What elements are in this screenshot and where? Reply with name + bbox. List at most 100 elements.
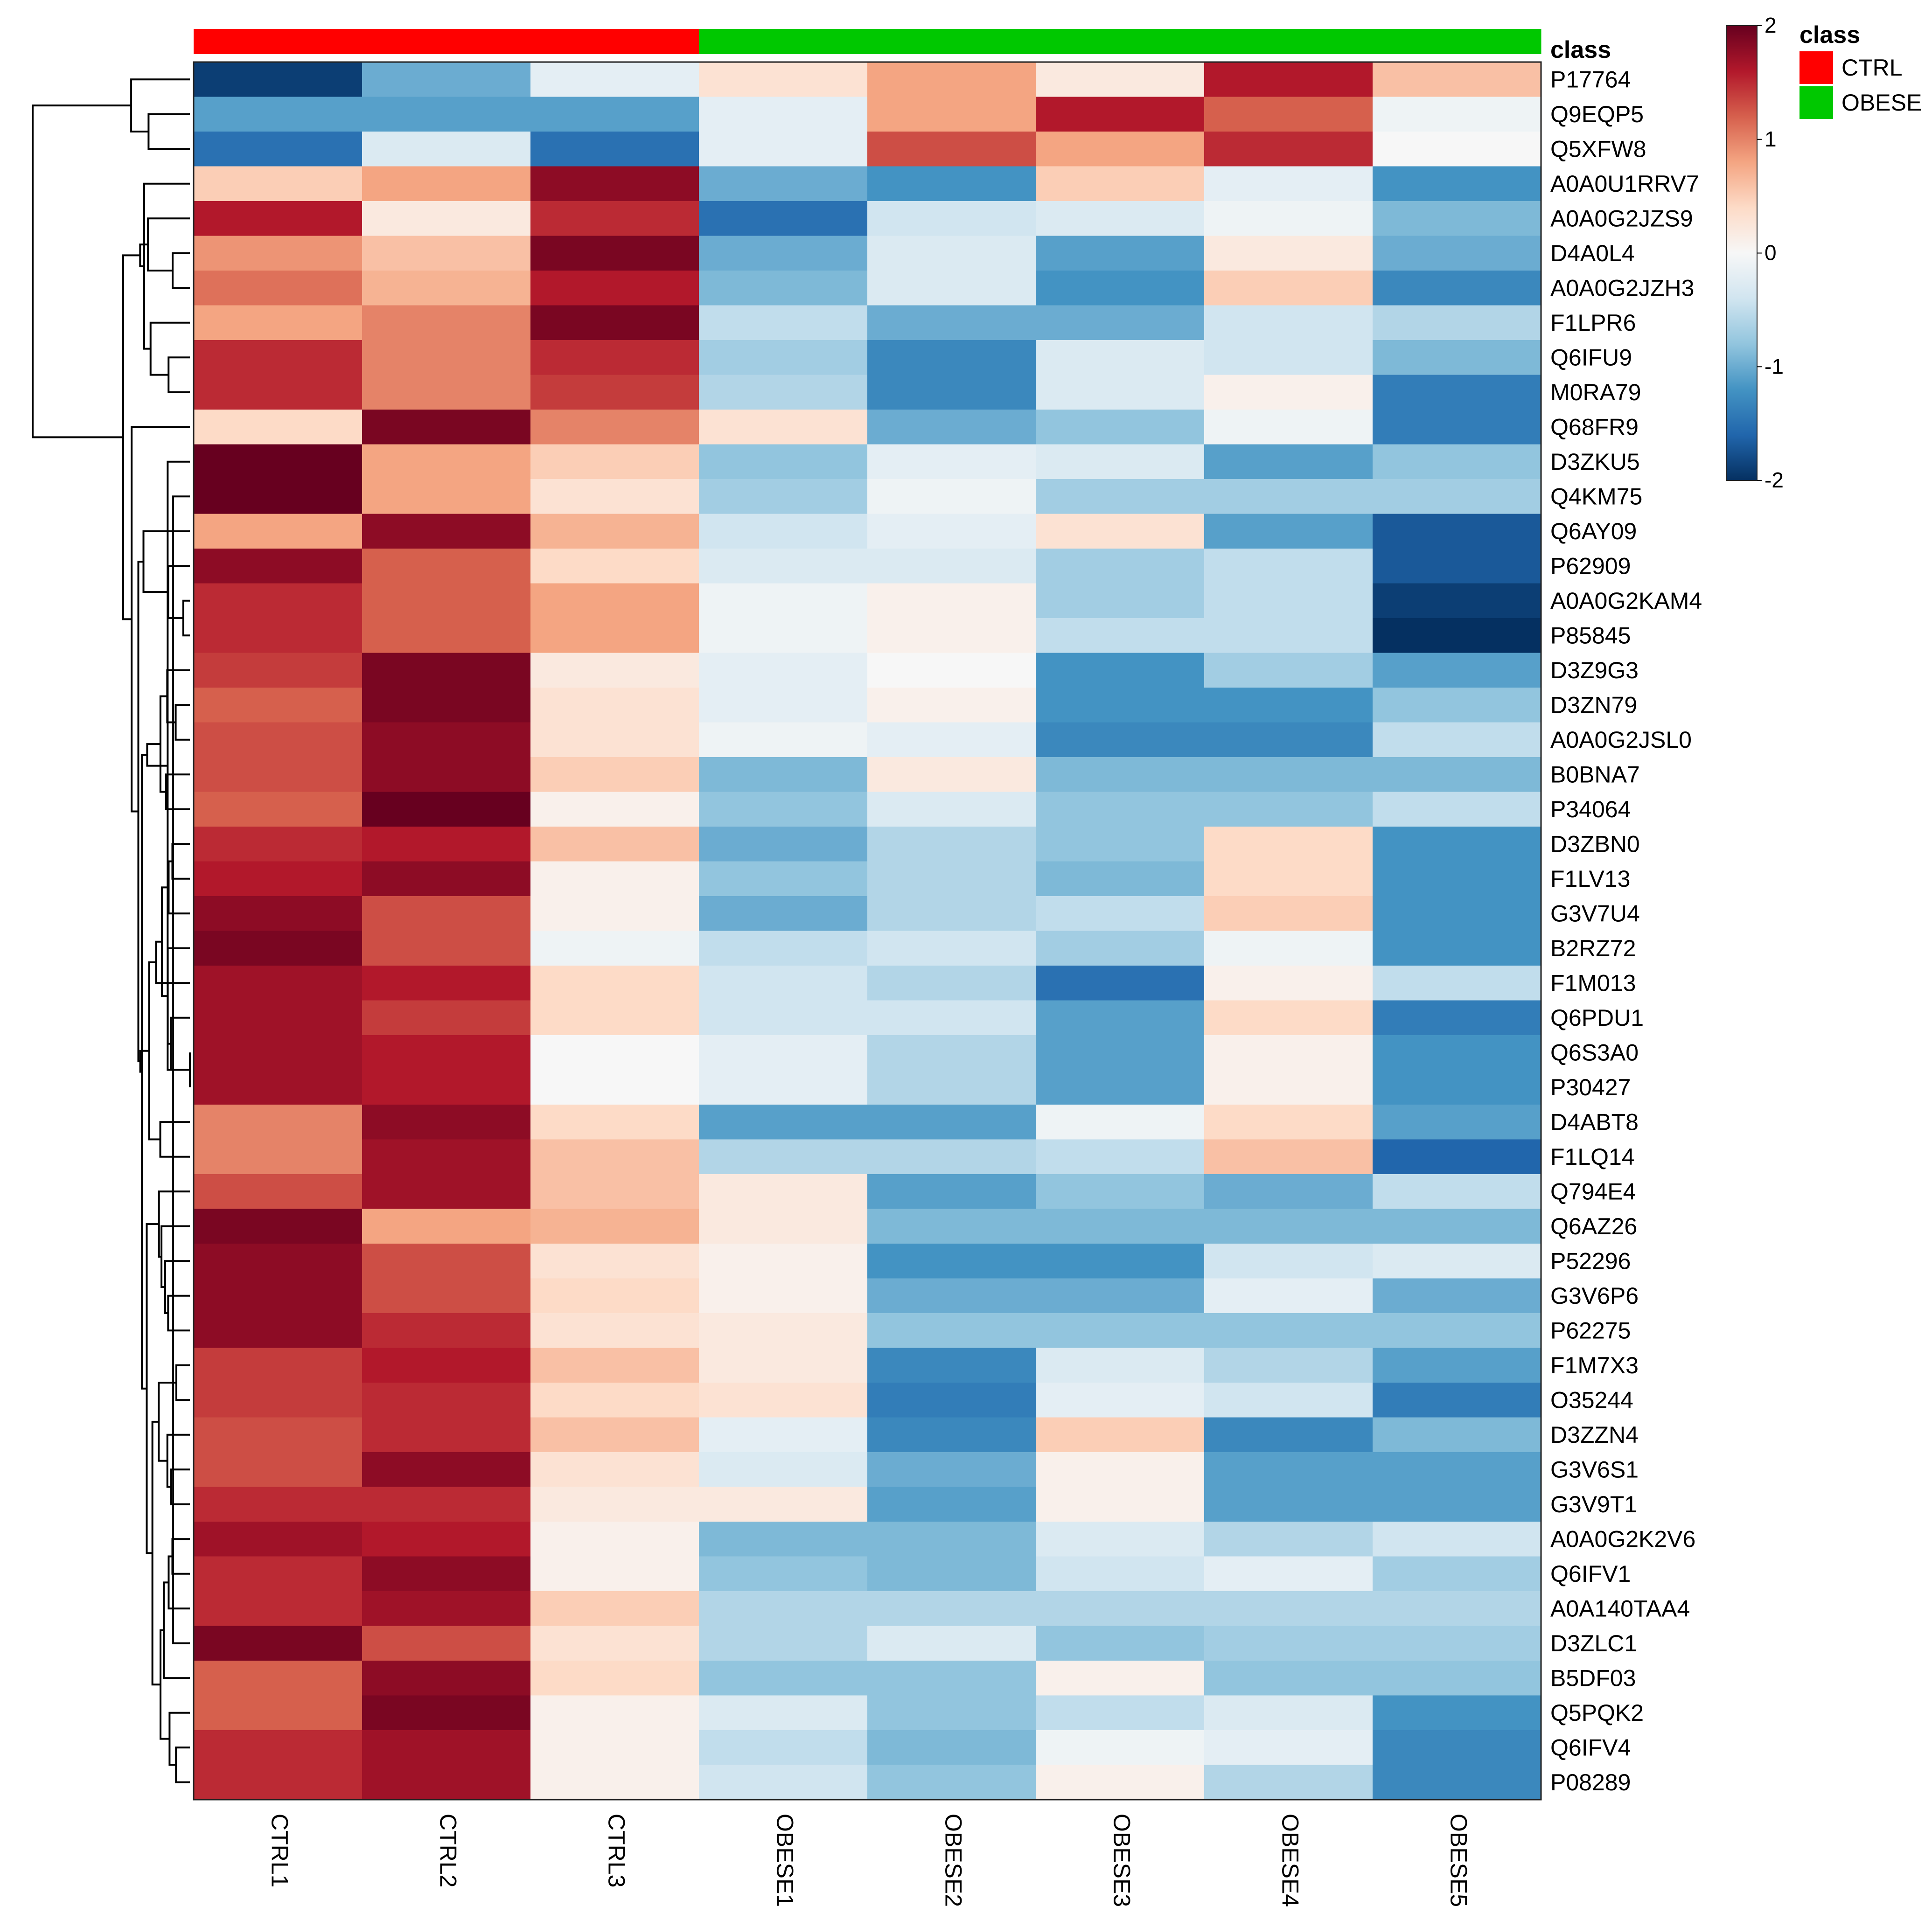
heatmap-cell	[194, 896, 363, 932]
heatmap-cell	[530, 653, 699, 688]
row-label: Q6IFU9	[1550, 344, 1632, 370]
heatmap-cell	[867, 1348, 1036, 1383]
heatmap-cell	[530, 792, 699, 827]
heatmap-cell	[1373, 1139, 1541, 1175]
dendrogram-branch	[167, 860, 190, 915]
heatmap-cell	[362, 1452, 531, 1488]
heatmap-cell	[1373, 931, 1541, 966]
heatmap-cell	[867, 1661, 1036, 1696]
heatmap-cell	[194, 1313, 363, 1349]
heatmap-cell	[530, 1730, 699, 1766]
heatmap-cell	[530, 97, 699, 132]
row-label: A0A140TAA4	[1550, 1595, 1690, 1621]
class-bar-segment-obese3	[1036, 29, 1205, 54]
heatmap-cell	[1036, 1139, 1205, 1175]
class-annotation-label: class	[1550, 36, 1611, 63]
heatmap-cells	[193, 61, 1542, 1801]
heatmap-cell	[1373, 792, 1541, 827]
heatmap-cell	[530, 132, 699, 167]
heatmap-cell	[1036, 1452, 1205, 1488]
heatmap-cell	[1373, 896, 1541, 932]
heatmap-cell	[867, 1730, 1036, 1766]
heatmap-cell	[699, 514, 868, 549]
dendrogram-branch	[143, 182, 190, 350]
heatmap-cell	[867, 410, 1036, 445]
heatmap-cell	[699, 1765, 868, 1800]
heatmap-cell	[362, 653, 531, 688]
heatmap-cell	[699, 1661, 868, 1696]
heatmap-cell	[699, 618, 868, 654]
heatmap-cell	[194, 1522, 363, 1557]
heatmap-cell	[699, 549, 868, 584]
heatmap-cell	[699, 1522, 868, 1557]
heatmap-cell	[1373, 1244, 1541, 1279]
heatmap-cell	[867, 97, 1036, 132]
heatmap-cell	[530, 236, 699, 271]
row-label: A0A0G2JSL0	[1550, 727, 1692, 753]
heatmap-cell	[699, 1556, 868, 1592]
heatmap-cell	[530, 722, 699, 758]
heatmap-cell	[1204, 479, 1373, 515]
dendrogram-branch	[130, 78, 190, 132]
heatmap-cell	[1204, 1174, 1373, 1210]
heatmap-cell	[362, 583, 531, 619]
heatmap-cell	[1373, 1626, 1541, 1661]
heatmap-cell	[1373, 653, 1541, 688]
heatmap-cell	[1036, 966, 1205, 1001]
heatmap-cell	[194, 1035, 363, 1071]
heatmap-cell	[867, 1522, 1036, 1557]
heatmap-cell	[194, 1417, 363, 1453]
heatmap-cell	[867, 271, 1036, 306]
heatmap-cell	[362, 1209, 531, 1244]
heatmap-cell	[1373, 305, 1541, 341]
row-label: P52296	[1550, 1248, 1631, 1274]
column-labels: CTRL1 CTRL2 CTRL3 OBESE1 OBESE2 OBESE3 OBESE4 O…	[266, 1814, 1472, 1907]
row-dendrogram	[32, 78, 191, 1783]
heatmap-cell	[699, 827, 868, 862]
heatmap-cell	[194, 653, 363, 688]
dendrogram-branch	[174, 704, 190, 741]
heatmap-cell	[362, 340, 531, 376]
heatmap-cell	[699, 305, 868, 341]
heatmap-cell	[867, 896, 1036, 932]
heatmap-cell	[699, 1383, 868, 1418]
heatmap-cell	[1204, 757, 1373, 793]
heatmap-cell	[362, 1487, 531, 1522]
heatmap-cell	[1204, 97, 1373, 132]
column-label: OBESE3	[1109, 1814, 1135, 1907]
heatmap-cell	[530, 1487, 699, 1522]
heatmap-cell	[699, 1487, 868, 1522]
heatmap-cell	[867, 1070, 1036, 1105]
heatmap-cell	[530, 1765, 699, 1800]
heatmap-cell	[867, 479, 1036, 515]
heatmap-cell	[1373, 1765, 1541, 1800]
heatmap-cell	[867, 1000, 1036, 1036]
row-label: A0A0G2JZH3	[1550, 275, 1694, 301]
dendrogram-branch	[159, 695, 167, 793]
dendrogram-branch	[175, 1746, 190, 1783]
heatmap-cell	[362, 549, 531, 584]
heatmap-cell	[530, 549, 699, 584]
heatmap-cell	[1373, 340, 1541, 376]
heatmap-cell	[530, 966, 699, 1001]
heatmap-cell	[699, 201, 868, 237]
heatmap-cell	[1036, 931, 1205, 966]
heatmap-cell	[867, 1244, 1036, 1279]
row-labels: P17764 Q9EQP5 Q5XFW8 A0A0U1RRV7 A0A0G2JZS9 D4…	[1550, 66, 1702, 1795]
heatmap-cell	[1204, 722, 1373, 758]
heatmap-cell	[699, 479, 868, 515]
heatmap-cell	[867, 722, 1036, 758]
heatmap-cell	[1373, 201, 1541, 237]
heatmap-cell	[362, 1417, 531, 1453]
heatmap-cell	[194, 201, 363, 237]
color-scale-tick-label: 1	[1765, 127, 1777, 151]
heatmap-cell	[530, 1209, 699, 1244]
heatmap-cell	[867, 132, 1036, 167]
heatmap-cell	[699, 688, 868, 723]
dendrogram-branch	[161, 886, 169, 997]
column-label: CTRL1	[266, 1814, 293, 1887]
heatmap-cell	[699, 236, 868, 271]
heatmap-cell	[194, 1487, 363, 1522]
row-label: F1LQ14	[1550, 1144, 1635, 1170]
heatmap-cell	[699, 132, 868, 167]
